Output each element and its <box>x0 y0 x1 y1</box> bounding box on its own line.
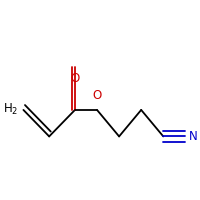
Text: H$_2$: H$_2$ <box>3 102 19 117</box>
Text: O: O <box>70 72 80 85</box>
Text: O: O <box>92 89 102 102</box>
Text: N: N <box>189 130 197 143</box>
